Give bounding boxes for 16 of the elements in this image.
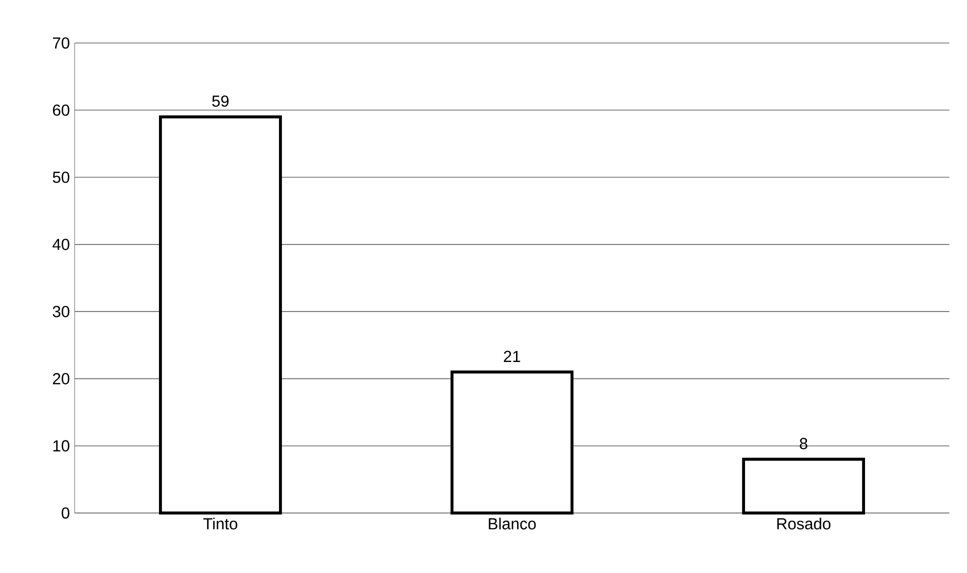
x-tick-label: Rosado	[777, 518, 830, 530]
y-tick-label: 70	[52, 37, 70, 49]
data-label: 59	[212, 95, 229, 107]
y-tick-label: 30	[52, 306, 70, 318]
y-tick-label: 10	[53, 440, 70, 452]
x-tick-label: Tinto	[203, 518, 238, 530]
bar	[742, 458, 866, 514]
y-tick-label: 20	[52, 373, 70, 384]
bar	[158, 115, 282, 514]
y-tick-label: 50	[52, 172, 70, 183]
y-tick-label: 60	[52, 104, 70, 116]
x-tick-label: Blanco	[488, 518, 536, 530]
y-tick-label: 40	[52, 238, 70, 250]
bar	[450, 370, 574, 514]
data-label: 21	[504, 350, 520, 362]
y-tick-label: 0	[62, 507, 70, 519]
